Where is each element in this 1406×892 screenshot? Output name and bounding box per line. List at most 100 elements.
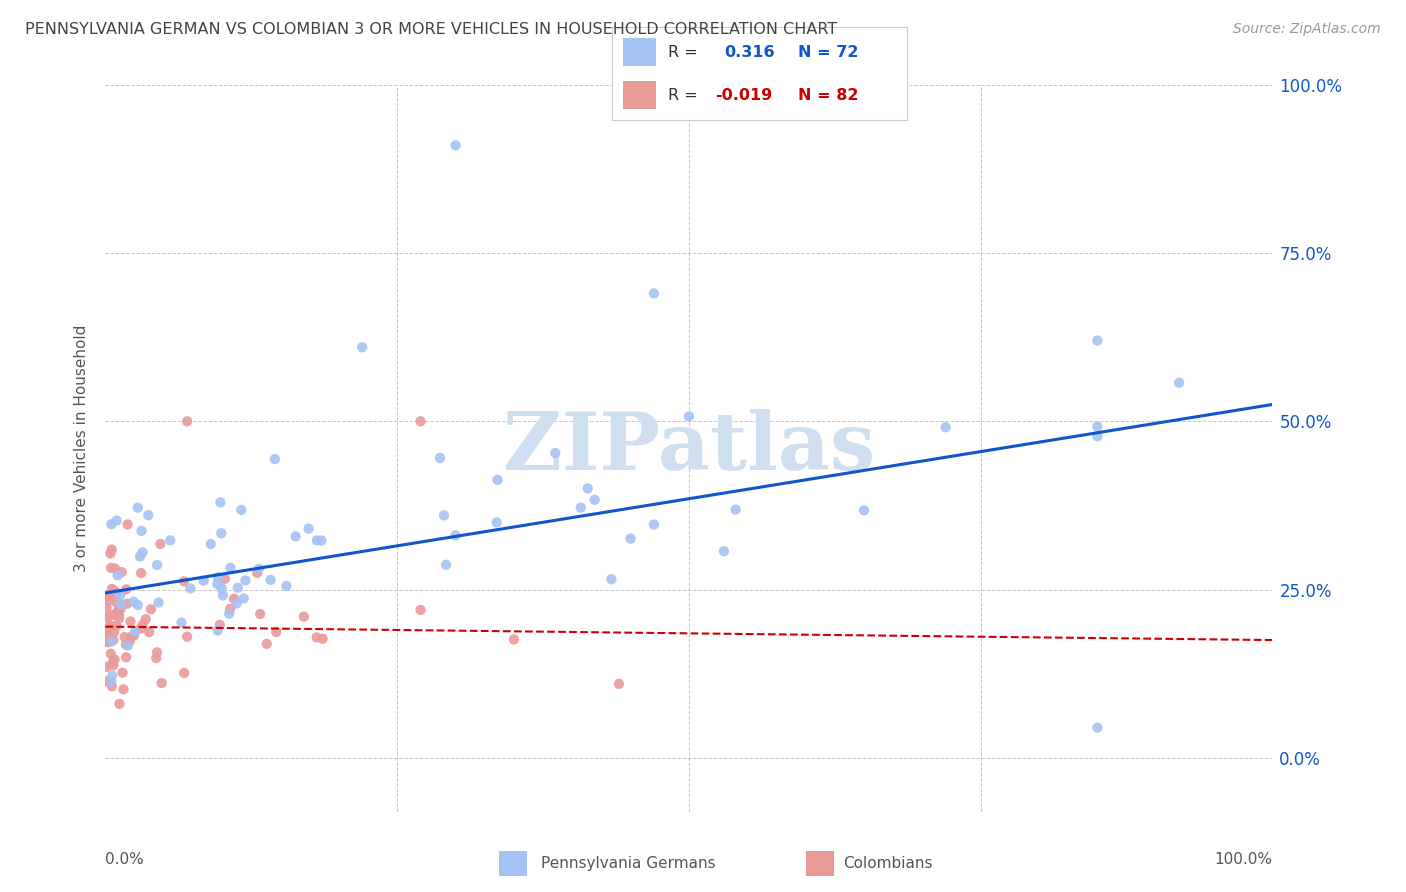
Point <box>139 602 162 616</box>
Point <box>222 591 245 606</box>
Point <box>576 482 599 496</box>
Point <box>127 500 149 515</box>
Point <box>176 630 198 644</box>
Point <box>264 452 287 467</box>
Point <box>259 573 281 587</box>
Point <box>231 503 253 517</box>
Point <box>114 630 136 644</box>
Point <box>173 574 195 589</box>
Point <box>170 615 193 630</box>
Point <box>131 524 153 538</box>
Text: R =: R = <box>668 45 703 60</box>
Point <box>108 588 131 602</box>
Point <box>1087 721 1109 735</box>
Point <box>131 545 153 559</box>
Point <box>124 624 146 639</box>
Text: ZIPatlas: ZIPatlas <box>503 409 875 487</box>
Point <box>643 286 665 301</box>
Point <box>256 637 278 651</box>
Point <box>108 697 131 711</box>
Point <box>100 561 122 575</box>
Point <box>226 581 249 595</box>
Point <box>503 632 526 647</box>
Point <box>103 633 125 648</box>
Point <box>122 595 145 609</box>
Point <box>138 625 160 640</box>
Point <box>115 597 138 611</box>
Text: N = 72: N = 72 <box>797 45 858 60</box>
Point <box>200 537 222 551</box>
Point <box>297 522 319 536</box>
Point <box>600 572 623 586</box>
Point <box>434 558 457 572</box>
Point <box>105 514 128 528</box>
Point <box>103 584 125 599</box>
Point <box>96 633 118 648</box>
Point <box>100 674 122 689</box>
Point <box>276 579 298 593</box>
Point <box>146 645 169 659</box>
Point <box>100 542 122 557</box>
Point <box>117 517 139 532</box>
Point <box>117 639 139 653</box>
Point <box>103 625 125 640</box>
Point <box>1168 376 1191 390</box>
Point <box>136 508 159 523</box>
Point <box>193 574 215 588</box>
Point <box>120 630 142 644</box>
Point <box>409 603 432 617</box>
Point <box>211 582 233 596</box>
Point <box>607 677 630 691</box>
Point <box>713 544 735 558</box>
Point <box>96 624 118 639</box>
Point <box>104 561 127 575</box>
Point <box>111 665 134 680</box>
Point <box>100 634 122 648</box>
Point <box>110 601 132 615</box>
Point <box>292 609 315 624</box>
Point <box>115 582 138 597</box>
Text: Source: ZipAtlas.com: Source: ZipAtlas.com <box>1233 22 1381 37</box>
Point <box>212 589 235 603</box>
Point <box>105 619 128 633</box>
Y-axis label: 3 or more Vehicles in Household: 3 or more Vehicles in Household <box>75 325 90 572</box>
Point <box>101 582 124 596</box>
Point <box>120 615 142 629</box>
Point <box>111 565 134 579</box>
Point <box>207 577 229 591</box>
Point <box>107 568 129 582</box>
Point <box>101 668 124 682</box>
Text: -0.019: -0.019 <box>716 87 772 103</box>
Point <box>444 528 467 542</box>
Point <box>100 517 122 532</box>
Point <box>150 676 173 690</box>
Point <box>129 549 152 564</box>
Point <box>214 572 236 586</box>
Point <box>97 635 120 649</box>
Point <box>101 679 124 693</box>
Point <box>103 658 125 673</box>
Point <box>115 638 138 652</box>
Point <box>127 598 149 612</box>
Point <box>148 595 170 609</box>
Point <box>129 622 152 636</box>
Point <box>429 450 451 465</box>
Point <box>179 582 201 596</box>
Point <box>305 533 328 548</box>
Point <box>209 526 232 541</box>
Point <box>444 138 467 153</box>
Point <box>176 414 198 428</box>
Point <box>486 473 509 487</box>
Point <box>122 628 145 642</box>
Point <box>107 604 129 618</box>
Point <box>105 586 128 600</box>
Point <box>311 632 333 646</box>
Point <box>146 558 169 572</box>
Point <box>620 532 643 546</box>
Text: 100.0%: 100.0% <box>1215 852 1272 867</box>
Point <box>305 631 328 645</box>
Text: Pennsylvania Germans: Pennsylvania Germans <box>541 856 716 871</box>
Point <box>103 607 125 622</box>
Point <box>218 607 240 621</box>
Point <box>105 596 128 610</box>
